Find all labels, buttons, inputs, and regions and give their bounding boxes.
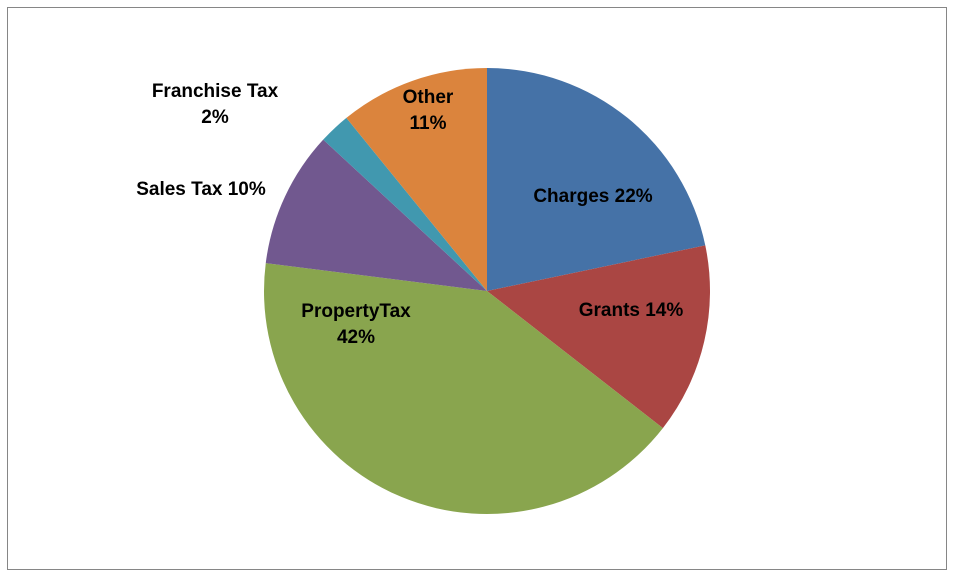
pie-slice-propertytax xyxy=(264,263,663,515)
pie-slice-other xyxy=(346,68,487,291)
slice-label-other: Other 11% xyxy=(403,87,454,134)
slice-label-line: 42% xyxy=(337,327,375,348)
slice-label-charges: Charges 22% xyxy=(533,186,652,207)
slice-label-line: 2% xyxy=(201,107,229,128)
slice-label-franchise-tax: Franchise Tax 2% xyxy=(152,81,279,128)
pie-slice-franchise-tax xyxy=(323,117,487,291)
slice-label-propertytax: PropertyTax 42% xyxy=(301,301,411,348)
slice-label-line: Franchise Tax xyxy=(152,81,279,102)
slice-label-sales-tax: Sales Tax 10% xyxy=(136,179,266,200)
slice-label-line: PropertyTax xyxy=(301,301,411,322)
slice-label-line: Sales Tax 10% xyxy=(136,179,266,200)
pie-slice-charges xyxy=(487,68,706,291)
slice-label-line: 11% xyxy=(410,113,447,134)
slice-label-line: Charges 22% xyxy=(533,186,652,207)
pie-slices xyxy=(264,68,711,515)
pie-slice-grants xyxy=(487,245,711,429)
pie-labels: Charges 22% Grants 14% PropertyTax 42% Sales… xyxy=(136,81,683,348)
slice-label-line: Grants 14% xyxy=(579,300,684,321)
pie-chart: Charges 22% Grants 14% PropertyTax 42% Sales… xyxy=(136,68,711,515)
slice-label-line: Other xyxy=(403,87,454,108)
slice-label-grants: Grants 14% xyxy=(579,300,684,321)
chart-area: Charges 22% Grants 14% PropertyTax 42% Sales… xyxy=(7,7,947,570)
pie-slice-sales-tax xyxy=(265,139,487,291)
